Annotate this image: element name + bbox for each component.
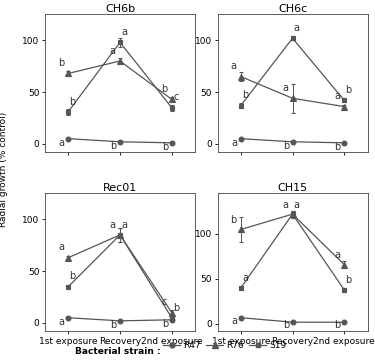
- Text: c: c: [162, 297, 167, 307]
- Text: b: b: [173, 302, 179, 312]
- Text: b: b: [334, 142, 340, 152]
- Title: CH6b: CH6b: [105, 4, 135, 14]
- Text: b: b: [345, 275, 351, 285]
- Text: a: a: [231, 316, 237, 326]
- Text: a: a: [231, 61, 237, 71]
- Text: Bacterial strain :: Bacterial strain :: [75, 347, 160, 356]
- Text: b: b: [161, 84, 168, 94]
- Text: a: a: [110, 220, 116, 230]
- Text: Radial growth (% control): Radial growth (% control): [0, 112, 8, 227]
- Title: CH6c: CH6c: [278, 4, 307, 14]
- Text: a: a: [121, 220, 127, 230]
- Text: b: b: [283, 320, 289, 330]
- Text: a: a: [294, 200, 300, 210]
- Text: b: b: [58, 58, 64, 68]
- Text: a: a: [282, 83, 288, 93]
- Text: a: a: [334, 91, 340, 102]
- Text: a: a: [294, 23, 300, 33]
- Legend: R47, R76, S19: R47, R76, S19: [160, 337, 290, 354]
- Text: a: a: [121, 27, 127, 37]
- Text: a: a: [58, 138, 64, 148]
- Text: a: a: [282, 200, 288, 210]
- Text: b: b: [334, 320, 340, 330]
- Text: b: b: [242, 90, 248, 100]
- Text: b: b: [283, 141, 289, 151]
- Text: b: b: [69, 96, 75, 107]
- Text: b: b: [230, 215, 237, 225]
- Text: b: b: [110, 320, 116, 330]
- Title: Rec01: Rec01: [103, 183, 137, 193]
- Text: a: a: [110, 46, 116, 56]
- Text: b: b: [69, 271, 75, 282]
- Text: b: b: [162, 142, 168, 152]
- Text: b: b: [162, 319, 168, 329]
- Text: a: a: [334, 250, 340, 260]
- Text: b: b: [110, 141, 116, 151]
- Text: a: a: [58, 317, 64, 327]
- Text: a: a: [58, 243, 64, 252]
- Text: a: a: [242, 274, 248, 283]
- Title: CH15: CH15: [278, 183, 308, 193]
- Text: b: b: [345, 85, 351, 95]
- Text: c: c: [173, 93, 178, 103]
- Text: a: a: [231, 138, 237, 148]
